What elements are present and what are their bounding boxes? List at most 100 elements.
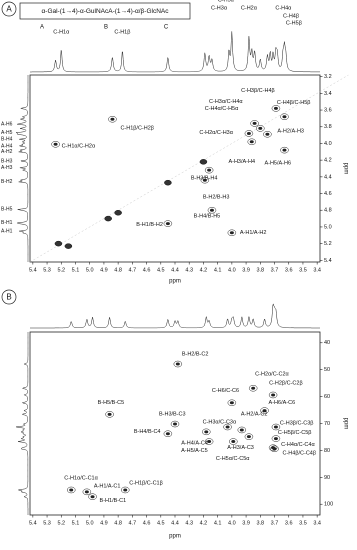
projection-label: B-H1 <box>1 220 13 226</box>
peak-contour <box>207 206 217 214</box>
x-tick-label: 4.7 <box>129 520 137 526</box>
peak-contour <box>163 430 173 437</box>
title-box <box>19 2 191 20</box>
peak-contour <box>263 131 272 138</box>
peak-contour <box>105 411 114 418</box>
peak <box>123 488 128 492</box>
x-tick-label: 3.4 <box>313 267 321 273</box>
peak-contour <box>250 120 259 127</box>
projection-label: C-H1β <box>114 29 130 35</box>
projection-label: C-H3α <box>211 5 228 11</box>
peak-contour <box>256 125 265 132</box>
x-tick-label: 5.4 <box>29 267 37 273</box>
y-tick-label: 90 <box>324 475 330 481</box>
peak-label: B-H3/B-C3 <box>159 411 186 417</box>
peak-label: C-H2β/C-C2β <box>269 380 303 386</box>
peak <box>258 126 263 130</box>
y-tick-label: 40 <box>324 340 330 346</box>
peak-contour <box>227 399 237 407</box>
peak <box>165 432 170 436</box>
peak-label: A-H6/A-C6 <box>269 400 296 406</box>
x-tick-label: 4.2 <box>200 267 208 273</box>
peak-contour <box>244 130 254 137</box>
peak-label: C-H4β/C-H5β <box>277 100 311 106</box>
x-tick-label: 4.4 <box>171 267 179 273</box>
peak-contour <box>271 105 281 112</box>
panel-label: A <box>6 5 12 14</box>
peak-contour <box>170 420 180 428</box>
peak <box>262 409 267 413</box>
y-tick-label: 60 <box>324 394 330 400</box>
y-tick-label: 50 <box>324 367 330 373</box>
x-axis-label: ppm <box>169 534 181 540</box>
peak-label: A-H2/A-C2 <box>241 411 268 417</box>
peak-label: C-H4α/C-C4α <box>281 442 315 448</box>
peak <box>265 132 270 136</box>
x-tick-label: 3.8 <box>256 520 264 526</box>
x-tick-label: 5.0 <box>86 267 94 273</box>
peak <box>225 425 230 429</box>
peak <box>249 140 254 144</box>
y-tick-label: 5.4 <box>324 258 332 264</box>
y-tick-label: 3.2 <box>324 74 332 80</box>
peak-contour <box>120 486 130 494</box>
peak-label: A-H5/A-C5 <box>181 448 208 454</box>
peak-contour <box>108 115 117 123</box>
x-tick-label: 4.2 <box>200 520 208 526</box>
peak-contour <box>271 435 281 442</box>
projection-label: A-H5 <box>1 130 13 136</box>
x-tick-label: 5.1 <box>72 520 80 526</box>
x-tick-label: 3.4 <box>313 520 321 526</box>
projection-label: B-H3 <box>1 158 13 164</box>
x-tick-label: 5.3 <box>43 520 51 526</box>
peak-label: B-H1/B-H2 <box>136 222 163 228</box>
peak-label: C-H4α/C-H5α <box>205 106 239 112</box>
x-tick-label: 5.2 <box>57 267 65 273</box>
peak-label: A-H5/A-H6 <box>264 161 291 167</box>
projection-label: B-H4 <box>1 137 13 143</box>
peak <box>84 490 89 494</box>
peak <box>231 440 236 444</box>
peak <box>209 208 214 212</box>
peak <box>273 425 278 429</box>
peak <box>110 117 115 121</box>
x-tick-label: 3.9 <box>242 267 250 273</box>
x-tick-label: 4.3 <box>185 267 193 273</box>
x-tick-label: 5.4 <box>29 520 37 526</box>
y-tick-label: 4.2 <box>324 158 332 164</box>
peak-label: C-H2α/C-H3α <box>199 130 233 136</box>
peak-contour <box>173 360 183 368</box>
projection-label: A-H1 <box>1 228 13 234</box>
peak <box>202 178 207 182</box>
x-tick-label: 4.0 <box>228 267 236 273</box>
y-tick-label: 4.0 <box>324 141 332 147</box>
peak <box>53 142 58 146</box>
peak-label: C-H6/C-C6 <box>212 388 239 394</box>
panel-badge <box>1 1 17 17</box>
peak-label: B-H1/B-C1 <box>100 498 127 504</box>
projection-label: A-H4 <box>1 143 13 149</box>
peak-contour <box>260 407 269 414</box>
peak-contour <box>247 138 257 146</box>
peak-contour <box>223 423 232 431</box>
peak-contour <box>244 433 254 440</box>
peak-contour <box>204 166 214 174</box>
peak-label: C-H3β/C-H4β <box>241 88 275 94</box>
peak-contour <box>280 113 289 120</box>
peak-contour <box>200 176 210 184</box>
peak-contour <box>227 229 237 237</box>
peak-label: A-H1/A-C1 <box>94 483 121 489</box>
peak-label: A-H3/A-H4 <box>228 159 255 165</box>
peak <box>272 447 277 451</box>
peak <box>239 428 244 432</box>
x-tick-label: 3.6 <box>285 520 293 526</box>
x-tick-label: 4.5 <box>157 267 165 273</box>
title: α-Gal-(1→4)-α-GulNAcA-(1→4)-α/β-GlcNAc <box>42 8 170 15</box>
x-tick-label: 4.5 <box>157 520 165 526</box>
x-tick-label: 4.4 <box>171 520 179 526</box>
peak-contour <box>82 488 92 496</box>
peak-label: B-H4/B-H5 <box>194 214 221 220</box>
x-tick-label: 4.8 <box>114 520 122 526</box>
peak-label: C-H3α/C-H4α <box>209 99 243 105</box>
